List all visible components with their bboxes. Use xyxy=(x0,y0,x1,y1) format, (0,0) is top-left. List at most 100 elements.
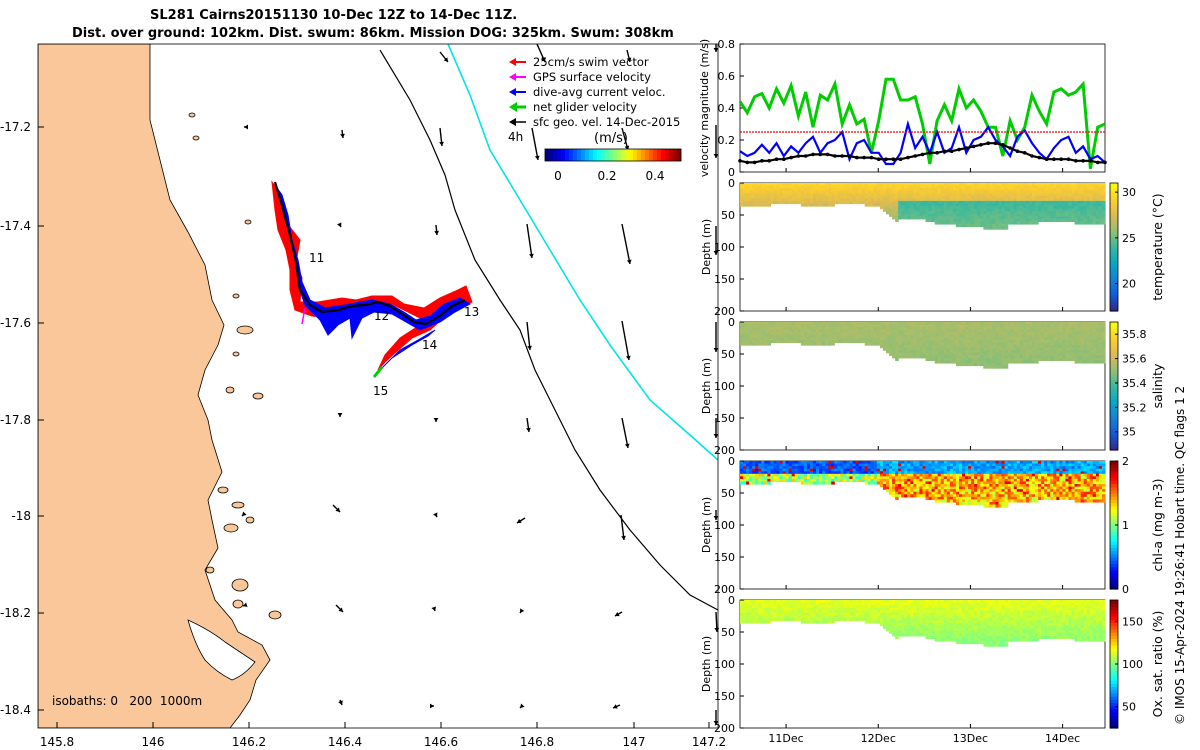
profile-cells xyxy=(740,461,1106,508)
colorbar-label: Ox. sat. ratio (%) xyxy=(1150,611,1165,718)
geo-arrow xyxy=(713,710,719,725)
colorbar-tick-label: 35 xyxy=(1122,426,1136,439)
depth-ylabel: Depth (m) xyxy=(700,636,713,692)
geo-arrow xyxy=(431,606,437,612)
map-axes: 145.8 146 146.2 146.4 146.6 146.8 147 147.2 -17.… xyxy=(0,120,726,749)
day-label-15: 15 xyxy=(373,384,388,398)
depth-tick-label: 0 xyxy=(728,177,735,190)
velocity-tick-label: 0.8 xyxy=(718,38,736,51)
geo-arrow xyxy=(526,223,534,259)
profile-panel-oxygen: 0 50 100 150 200 Depth (m) 50 100 150 Ox. sat. ra… xyxy=(700,594,1165,735)
velocity-point xyxy=(1044,157,1049,161)
glider-track: 11 12 13 14 15 xyxy=(271,180,479,398)
island-2 xyxy=(232,351,240,357)
depth-tick-label: 50 xyxy=(721,487,735,500)
geo-arrow xyxy=(713,226,719,255)
colorbar-tick-label: 35.4 xyxy=(1122,377,1147,390)
island-8 xyxy=(192,135,200,141)
velocity-point xyxy=(1066,157,1071,161)
island-15 xyxy=(232,293,240,299)
day-label-12: 12 xyxy=(374,309,389,323)
geo-arrow xyxy=(340,129,345,139)
geo-arrow xyxy=(433,418,439,422)
colorbar-tick-label: 25 xyxy=(1122,232,1136,245)
islands xyxy=(188,112,282,620)
velocity-point xyxy=(964,146,969,150)
map-frame xyxy=(37,43,719,729)
velocity-point xyxy=(1037,155,1042,160)
velocity-point xyxy=(1022,151,1027,155)
lat-tick-label: -17.2 xyxy=(0,120,31,134)
velocity-point xyxy=(1030,154,1034,158)
velocity-point xyxy=(803,154,808,158)
velocity-point xyxy=(1008,146,1012,150)
colorbar-oxygen: 50 100 150 Ox. sat. ratio (%) xyxy=(1109,599,1165,729)
net-glider-start xyxy=(372,366,384,378)
velocity-point xyxy=(1052,157,1056,161)
velocity-point xyxy=(847,154,852,158)
profile-cells xyxy=(740,600,1106,647)
coastline-land xyxy=(38,44,271,728)
island-7 xyxy=(232,599,244,609)
velocity-point xyxy=(869,155,874,160)
velocity-point xyxy=(891,157,896,161)
colorbar-chl-a: 0 1 2 chl-a (mg m-3) xyxy=(1109,455,1165,596)
svg-text:dive-avg current veloc.: dive-avg current veloc. xyxy=(533,85,666,99)
lat-tick-label: -17.8 xyxy=(0,413,31,427)
depth-tick-label: 50 xyxy=(721,348,735,361)
geo-arrow xyxy=(713,418,719,438)
geo-arrow xyxy=(621,223,632,265)
depth-tick-label: 0 xyxy=(728,455,735,468)
velocity-point xyxy=(1095,160,1100,165)
lon-tick-label: 146.4 xyxy=(328,735,362,749)
colorbar-tick-label: 2 xyxy=(1122,455,1129,468)
depth-tick-label: 150 xyxy=(714,551,735,564)
geo-arrow xyxy=(621,320,631,361)
depth-tick-label: 200 xyxy=(714,444,735,457)
geo-arrow xyxy=(531,127,540,161)
velocity-point xyxy=(935,151,939,155)
lon-tick-label: 146 xyxy=(142,735,165,749)
velocity-point xyxy=(752,160,757,165)
depth-tick-label: 100 xyxy=(714,380,735,393)
lat-tick-label: -17.4 xyxy=(0,219,31,233)
colorbar-temperature: 20 25 30 temperature (°C) xyxy=(1109,182,1165,312)
colorbar-label: salinity xyxy=(1150,363,1165,408)
velocity-point xyxy=(1059,157,1063,161)
velocity-point xyxy=(811,152,815,157)
colorbar-tick-label: 35.8 xyxy=(1122,328,1147,341)
colorbar-label: temperature (°C) xyxy=(1150,193,1165,300)
geo-arrow xyxy=(244,124,248,130)
velocity-point xyxy=(876,157,881,161)
time-axis: 11Dec 12Dec 13Dec 14Dec xyxy=(768,168,1080,745)
geo-arrow xyxy=(614,611,623,617)
velocity-point xyxy=(898,157,903,161)
depth-tick-label: 100 xyxy=(714,241,735,254)
island-13 xyxy=(205,566,215,574)
velocity-point xyxy=(796,154,801,158)
velocity-point xyxy=(1001,143,1005,147)
coastal-bay xyxy=(187,619,256,681)
velocity-point xyxy=(782,157,786,161)
day-label-13: 13 xyxy=(464,305,479,319)
lat-tick-label: -18.2 xyxy=(0,606,31,620)
geo-arrow xyxy=(526,417,531,433)
colorbar-tick-label: 20 xyxy=(1122,278,1136,291)
geo-arrow xyxy=(626,49,632,63)
legend-item-current: dive-avg current veloc. xyxy=(509,85,666,99)
velocity-ylabel: velocity magnitude (m/s) xyxy=(698,39,711,177)
velocity-point xyxy=(913,154,917,158)
velocity-point xyxy=(942,149,947,153)
geo-arrow xyxy=(338,699,343,706)
colorbar-tick-label: 50 xyxy=(1122,701,1136,714)
depth-tick-label: 50 xyxy=(721,626,735,639)
geo-arrow xyxy=(713,125,719,158)
lon-tick-label: 145.8 xyxy=(40,735,74,749)
geo-arrow xyxy=(439,127,444,147)
svg-text:GPS surface velocity: GPS surface velocity xyxy=(533,70,651,84)
geo-arrow xyxy=(612,704,621,709)
geo-arrow xyxy=(241,511,247,517)
velocity-series-line xyxy=(739,119,1106,166)
depth-tick-label: 150 xyxy=(714,273,735,286)
depth-tick-label: 200 xyxy=(714,722,735,735)
